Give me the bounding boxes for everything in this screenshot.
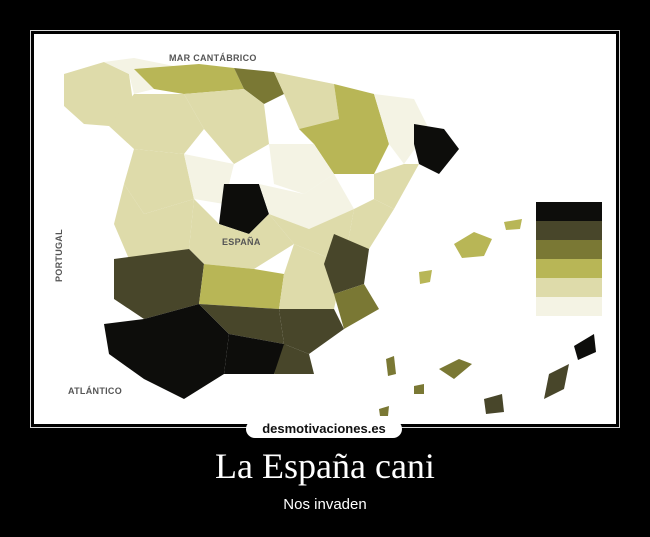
spain-map: MAR CANTÁBRICO ESPAÑA ATLÁNTICO PORTUGAL bbox=[34, 34, 616, 424]
region-menorca bbox=[504, 219, 522, 230]
region-burgos bbox=[184, 89, 269, 164]
region-guadalajara bbox=[259, 174, 354, 229]
region-valencia bbox=[324, 234, 369, 294]
region-badajoz bbox=[114, 249, 204, 319]
region-leon bbox=[109, 94, 204, 154]
region-mallorca bbox=[454, 232, 492, 258]
legend-swatch-6 bbox=[536, 297, 602, 316]
region-basque bbox=[234, 68, 284, 104]
legend-swatch-3 bbox=[536, 240, 602, 259]
region-barcelona bbox=[414, 124, 459, 174]
region-caceres bbox=[114, 184, 194, 259]
region-almeria bbox=[274, 344, 314, 374]
legend-swatch-1 bbox=[536, 202, 602, 221]
watermark-badge[interactable]: desmotivaciones.es bbox=[246, 420, 402, 438]
poster-subtitle: Nos invaden bbox=[283, 496, 367, 513]
region-salamanca bbox=[124, 149, 194, 214]
region-western-andalusia bbox=[104, 304, 229, 399]
label-portugal: PORTUGAL bbox=[54, 229, 64, 282]
region-la-palma bbox=[386, 356, 396, 376]
region-navarra bbox=[274, 72, 339, 129]
region-aragon bbox=[299, 84, 389, 174]
region-lanzarote bbox=[574, 334, 596, 360]
label-espana: ESPAÑA bbox=[222, 237, 261, 247]
region-tenerife bbox=[439, 359, 472, 379]
color-legend bbox=[536, 202, 602, 316]
region-tarragona bbox=[374, 164, 419, 209]
map-graphic bbox=[64, 58, 596, 416]
legend-swatch-4 bbox=[536, 259, 602, 278]
region-murcia bbox=[279, 309, 344, 354]
region-galicia bbox=[64, 62, 134, 126]
region-fuerteventura bbox=[544, 364, 569, 399]
region-cantabria bbox=[134, 64, 244, 94]
label-mar-cantabrico: MAR CANTÁBRICO bbox=[169, 53, 257, 63]
region-ibiza bbox=[419, 270, 432, 284]
legend-swatch-2 bbox=[536, 221, 602, 240]
region-gran-canaria bbox=[484, 394, 504, 414]
poster-title: La España cani bbox=[215, 446, 435, 486]
region-madrid bbox=[219, 184, 269, 234]
region-alicante bbox=[334, 284, 379, 329]
region-gomera bbox=[414, 384, 424, 394]
region-soria bbox=[269, 144, 334, 194]
label-atlantico: ATLÁNTICO bbox=[68, 386, 123, 396]
legend-swatch-5 bbox=[536, 278, 602, 297]
region-granada bbox=[224, 324, 294, 374]
region-segovia bbox=[184, 154, 234, 204]
region-hierro bbox=[379, 406, 389, 416]
region-jaen bbox=[199, 304, 284, 344]
region-ciudad-real bbox=[199, 264, 284, 309]
region-toledo bbox=[189, 199, 294, 269]
